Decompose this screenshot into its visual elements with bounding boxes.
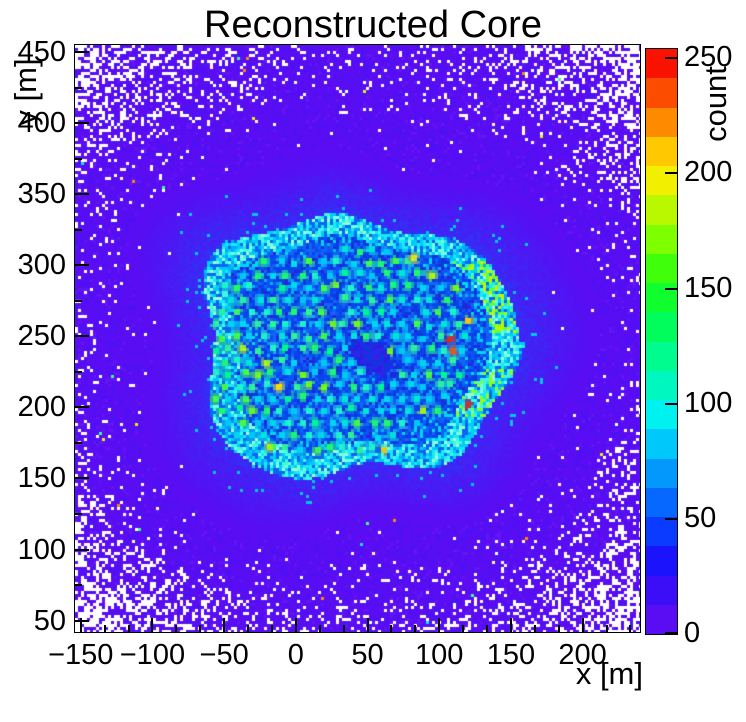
colorbar-band — [646, 166, 677, 196]
colorbar-band — [646, 78, 677, 108]
x-major-tick — [509, 618, 512, 632]
colorbar-band — [646, 49, 677, 79]
y-tick-label: 350 — [17, 178, 66, 211]
x-minor-tick — [486, 625, 489, 632]
x-tick-label: 200 — [558, 639, 607, 671]
y-major-tick — [75, 477, 89, 480]
colorbar-tick-label: 0 — [684, 617, 701, 649]
colorbar-band — [646, 400, 677, 430]
colorbar-tick — [665, 287, 677, 290]
x-minor-tick — [199, 625, 202, 632]
y-major-tick — [75, 548, 89, 551]
x-minor-tick — [270, 625, 273, 632]
x-tick-label: 150 — [486, 639, 536, 671]
y-major-tick — [75, 619, 89, 622]
colorbar-tick — [665, 172, 677, 175]
x-major-tick — [223, 618, 226, 632]
y-tick-label: 400 — [17, 107, 66, 140]
x-minor-tick — [127, 625, 130, 632]
colorbar-tick — [665, 402, 677, 405]
y-tick-label: 200 — [17, 391, 66, 424]
x-minor-tick — [605, 625, 608, 632]
colorbar-band — [646, 195, 677, 225]
colorbar-band — [646, 429, 677, 459]
x-minor-tick — [414, 625, 417, 632]
y-minor-tick — [75, 584, 82, 587]
y-tick-label: 50 — [33, 604, 66, 637]
y-minor-tick — [75, 228, 82, 231]
x-major-tick — [79, 618, 82, 632]
y-minor-tick — [75, 370, 82, 373]
x-major-tick — [366, 618, 369, 632]
x-tick-label: 0 — [287, 639, 304, 671]
x-minor-tick — [175, 625, 178, 632]
colorbar-band — [646, 107, 677, 137]
heatmap-canvas — [75, 45, 640, 632]
colorbar-band — [646, 370, 677, 400]
x-major-tick — [151, 618, 154, 632]
x-major-tick — [581, 618, 584, 632]
colorbar-title: count — [698, 66, 733, 142]
y-minor-tick — [75, 299, 82, 302]
y-axis-title: y [m] — [8, 58, 43, 126]
y-minor-tick — [75, 86, 82, 89]
y-tick-label: 450 — [17, 36, 66, 69]
y-major-tick — [75, 264, 89, 267]
page-title: Reconstructed Core — [204, 4, 542, 46]
colorbar-tick-label: 100 — [684, 386, 733, 419]
x-minor-tick — [390, 625, 393, 632]
x-minor-tick — [462, 625, 465, 632]
x-minor-tick — [318, 625, 321, 632]
colorbar-band — [646, 575, 677, 605]
colorbar-tick-label: 150 — [684, 271, 733, 304]
x-major-tick — [294, 618, 297, 632]
colorbar-band — [646, 253, 677, 283]
y-major-tick — [75, 122, 89, 125]
y-tick-label: 100 — [17, 533, 66, 566]
x-minor-tick — [533, 625, 536, 632]
colorbar-tick-label: 50 — [684, 501, 717, 534]
x-tick-label: −50 — [199, 639, 249, 671]
y-minor-tick — [75, 441, 82, 444]
x-minor-tick — [557, 625, 560, 632]
y-major-tick — [75, 335, 89, 338]
x-tick-label: 100 — [415, 639, 464, 671]
colorbar-band — [646, 517, 677, 547]
colorbar-band — [646, 604, 677, 634]
y-tick-label: 150 — [17, 462, 66, 495]
x-minor-tick — [103, 625, 106, 632]
colorbar-band — [646, 136, 677, 166]
colorbar-bands — [646, 49, 677, 634]
x-major-tick — [438, 618, 441, 632]
colorbar-band — [646, 546, 677, 576]
colorbar-tick-label: 250 — [684, 41, 733, 74]
colorbar-tick — [665, 57, 677, 60]
x-minor-tick — [629, 625, 632, 632]
colorbar-band — [646, 487, 677, 517]
y-major-tick — [75, 51, 89, 54]
colorbar-tick-label: 200 — [684, 156, 733, 189]
colorbar — [645, 48, 678, 635]
y-minor-tick — [75, 513, 82, 516]
y-minor-tick — [75, 157, 82, 160]
colorbar-tick — [665, 517, 677, 520]
colorbar-band — [646, 458, 677, 488]
y-tick-label: 250 — [17, 320, 66, 353]
y-tick-label: 300 — [17, 249, 66, 282]
x-tick-label: 50 — [351, 639, 384, 671]
colorbar-band — [646, 341, 677, 371]
x-tick-label: −100 — [119, 639, 186, 671]
x-minor-tick — [342, 625, 345, 632]
x-minor-tick — [247, 625, 250, 632]
x-tick-label: −150 — [48, 639, 114, 671]
y-major-tick — [75, 193, 89, 196]
x-axis-title: x [m] — [575, 656, 643, 691]
colorbar-tick — [665, 632, 677, 634]
colorbar-band — [646, 224, 677, 254]
colorbar-band — [646, 312, 677, 342]
y-major-tick — [75, 406, 89, 409]
plot-frame — [74, 44, 641, 633]
